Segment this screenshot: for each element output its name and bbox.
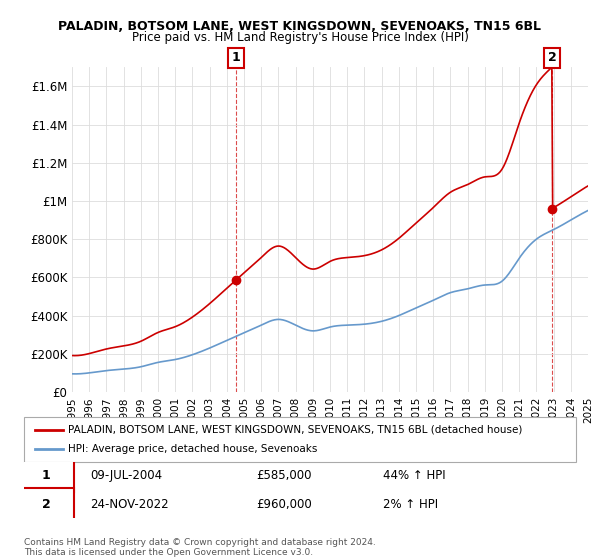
- FancyBboxPatch shape: [19, 459, 74, 492]
- Text: £585,000: £585,000: [256, 469, 311, 482]
- Text: 24-NOV-2022: 24-NOV-2022: [90, 498, 169, 511]
- Text: PALADIN, BOTSOM LANE, WEST KINGSDOWN, SEVENOAKS, TN15 6BL: PALADIN, BOTSOM LANE, WEST KINGSDOWN, SE…: [59, 20, 542, 32]
- Text: 44% ↑ HPI: 44% ↑ HPI: [383, 469, 445, 482]
- FancyBboxPatch shape: [19, 488, 74, 521]
- Text: HPI: Average price, detached house, Sevenoaks: HPI: Average price, detached house, Seve…: [68, 445, 317, 455]
- Text: 1: 1: [42, 469, 50, 482]
- Text: PALADIN, BOTSOM LANE, WEST KINGSDOWN, SEVENOAKS, TN15 6BL (detached house): PALADIN, BOTSOM LANE, WEST KINGSDOWN, SE…: [68, 424, 523, 435]
- Text: 1: 1: [232, 52, 240, 64]
- Text: 2% ↑ HPI: 2% ↑ HPI: [383, 498, 438, 511]
- Text: 2: 2: [548, 52, 556, 64]
- Text: Price paid vs. HM Land Registry's House Price Index (HPI): Price paid vs. HM Land Registry's House …: [131, 31, 469, 44]
- Text: 09-JUL-2004: 09-JUL-2004: [90, 469, 163, 482]
- Text: 2: 2: [42, 498, 50, 511]
- Text: Contains HM Land Registry data © Crown copyright and database right 2024.
This d: Contains HM Land Registry data © Crown c…: [24, 538, 376, 557]
- FancyBboxPatch shape: [24, 417, 576, 462]
- Text: £960,000: £960,000: [256, 498, 311, 511]
